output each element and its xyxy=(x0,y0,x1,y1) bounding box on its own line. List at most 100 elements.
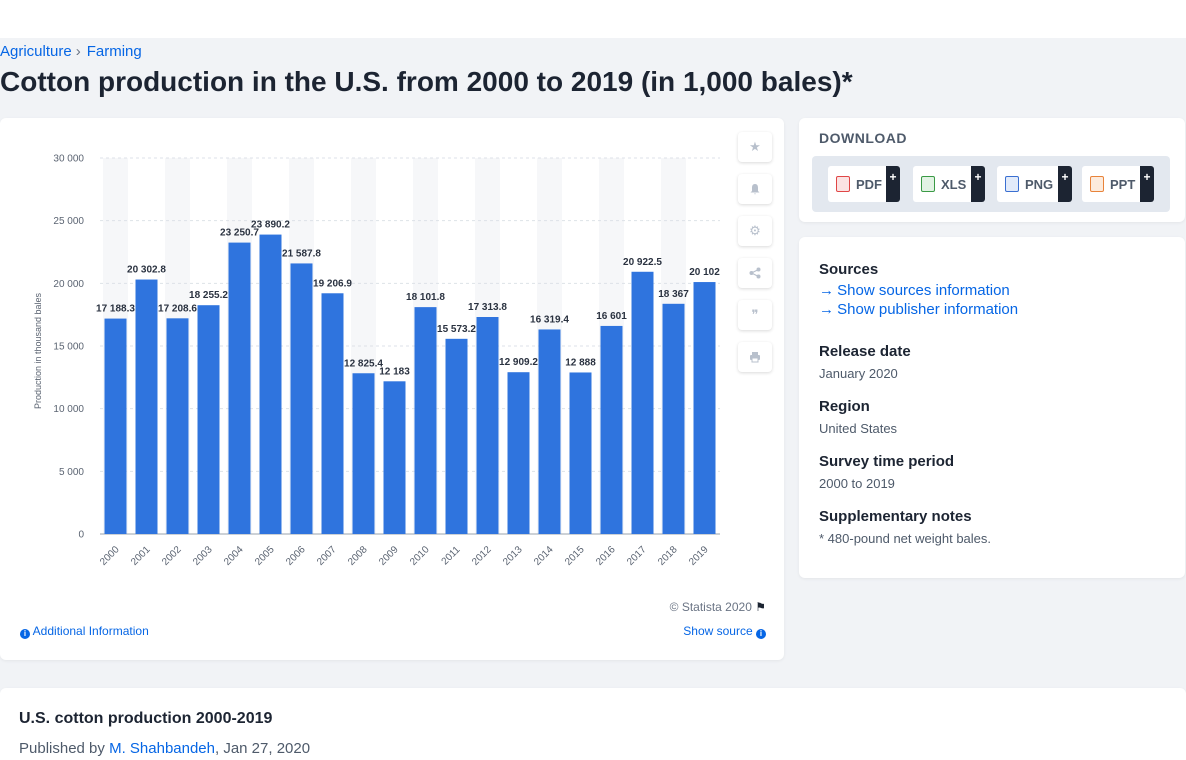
additional-information-label: Additional Information xyxy=(32,624,149,638)
favorite-star-icon[interactable]: ★ xyxy=(738,132,772,162)
publish-date: , Jan 27, 2020 xyxy=(215,740,311,757)
x-tick-label-2007: 2007 xyxy=(315,544,339,568)
citation-quote-icon[interactable]: ❞ xyxy=(738,300,772,330)
pdf-file-icon xyxy=(836,176,850,192)
x-tick-label-2019: 2019 xyxy=(687,544,711,568)
settings-gear-icon[interactable]: ⚙ xyxy=(738,216,772,246)
x-tick-label-2008: 2008 xyxy=(346,544,370,568)
bar-2012 xyxy=(476,317,499,534)
bar-2001 xyxy=(135,279,158,534)
sources-heading: Sources xyxy=(819,261,879,278)
data-label-2018: 18 367 xyxy=(658,289,689,300)
published-by-label: Published by xyxy=(19,740,105,757)
data-label-2007: 19 206.9 xyxy=(313,278,352,289)
supplementary-notes-heading: Supplementary notes xyxy=(819,508,972,525)
bar-chart: 0 5 000 10 000 15 000 20 000 25 000 30 000 Prod… xyxy=(33,154,720,568)
data-label-2001: 20 302.8 xyxy=(127,265,166,276)
bar-2008 xyxy=(352,373,375,534)
breadcrumb-farming[interactable]: Farming xyxy=(86,43,142,60)
x-tick-label-2005: 2005 xyxy=(253,544,277,568)
page-title: Cotton production in the U.S. from 2000 … xyxy=(0,66,853,97)
bar-2010 xyxy=(414,307,437,534)
region-value: United States xyxy=(819,421,898,436)
share-icon[interactable] xyxy=(738,258,772,288)
notification-bell-icon[interactable] xyxy=(738,174,772,204)
bar-2017 xyxy=(631,271,654,534)
x-tick-label-2000: 2000 xyxy=(98,544,122,568)
data-label-2012: 17 313.8 xyxy=(468,302,507,313)
download-pdf-button[interactable]: PDF + xyxy=(828,166,900,202)
release-date-section: Release date January 2020 xyxy=(819,343,911,381)
y-tick-label: 10 000 xyxy=(53,404,84,415)
data-label-2009: 12 183 xyxy=(379,366,410,377)
download-xls-button[interactable]: XLS + xyxy=(913,166,985,202)
x-tick-label-2001: 2001 xyxy=(129,544,153,568)
plus-icon: + xyxy=(1140,166,1154,202)
arrow-right-icon: → xyxy=(819,301,834,318)
x-tick-label-2015: 2015 xyxy=(563,544,587,568)
data-label-2011: 15 573.2 xyxy=(437,324,476,335)
show-sources-link[interactable]: → Show sources information xyxy=(819,282,1018,299)
x-tick-label-2012: 2012 xyxy=(470,544,494,568)
show-source-link[interactable]: Show source i xyxy=(683,624,766,639)
breadcrumb-agriculture[interactable]: Agriculture xyxy=(0,43,72,60)
bar-2009 xyxy=(383,381,406,534)
supplementary-notes-section: Supplementary notes * 480-pound net weig… xyxy=(819,508,991,546)
release-date-heading: Release date xyxy=(819,343,911,360)
statista-credit-text: © Statista 2020 xyxy=(669,600,752,614)
x-tick-label-2013: 2013 xyxy=(501,544,525,568)
bar-2002 xyxy=(166,318,189,534)
breadcrumb-separator: › xyxy=(75,43,81,60)
x-tick-label-2018: 2018 xyxy=(656,544,680,568)
x-tick-label-2002: 2002 xyxy=(160,544,184,568)
survey-period-value: 2000 to 2019 xyxy=(819,476,895,491)
show-source-label: Show source xyxy=(683,624,753,638)
print-icon[interactable] xyxy=(738,342,772,372)
chart-card: 0 5 000 10 000 15 000 20 000 25 000 30 000 Prod… xyxy=(0,118,784,660)
download-title: DOWNLOAD xyxy=(819,130,907,146)
x-tick-label-2003: 2003 xyxy=(191,544,215,568)
x-tick-label-2010: 2010 xyxy=(408,544,432,568)
plus-icon: + xyxy=(886,166,900,202)
data-label-2003: 18 255.2 xyxy=(189,290,228,301)
bar-2019 xyxy=(693,282,716,534)
data-label-2000: 17 188.3 xyxy=(96,304,135,315)
statista-credit[interactable]: © Statista 2020 ⚑ xyxy=(670,600,766,614)
download-buttons-bar: PDF + XLS + PNG + PPT + xyxy=(812,156,1170,212)
download-ppt-button[interactable]: PPT + xyxy=(1082,166,1154,202)
data-label-2016: 16 601 xyxy=(596,311,627,322)
bar-2005 xyxy=(259,234,282,534)
info-circle-icon: i xyxy=(20,629,30,639)
bar-2004 xyxy=(228,242,251,534)
show-publisher-label: Show publisher information xyxy=(837,301,1019,318)
bar-2014 xyxy=(538,329,561,534)
release-date-value: January 2020 xyxy=(819,366,898,381)
download-xls-label: XLS xyxy=(941,176,967,192)
additional-information-link[interactable]: i Additional Information xyxy=(20,624,149,639)
y-tick-label: 15 000 xyxy=(53,342,84,353)
data-label-2008: 12 825.4 xyxy=(344,358,383,369)
bar-2015 xyxy=(569,372,592,534)
ppt-file-icon xyxy=(1090,176,1104,192)
supplementary-notes-value: * 480-pound net weight bales. xyxy=(819,531,992,546)
x-tick-label-2004: 2004 xyxy=(222,544,246,568)
show-publisher-link[interactable]: → Show publisher information xyxy=(819,301,1018,318)
bar-2018 xyxy=(662,303,685,534)
chart-toolbar: ★ ⚙ ❞ xyxy=(738,132,772,384)
x-tick-label-2011: 2011 xyxy=(440,544,463,567)
y-tick-label: 30 000 xyxy=(53,154,84,165)
x-tick-label-2016: 2016 xyxy=(594,544,618,568)
bar-2011 xyxy=(445,338,468,534)
y-tick-label: 5 000 xyxy=(59,467,84,478)
x-tick-label-2009: 2009 xyxy=(377,544,401,568)
statistic-info-card: U.S. cotton production 2000-2019 Publish… xyxy=(0,688,1186,760)
y-tick-label: 20 000 xyxy=(53,279,84,290)
download-png-button[interactable]: PNG + xyxy=(997,166,1072,202)
data-label-2004: 23 250.7 xyxy=(220,228,259,239)
png-file-icon xyxy=(1005,176,1019,192)
data-label-2015: 12 888 xyxy=(565,357,596,368)
author-link[interactable]: M. Shahbandeh xyxy=(109,740,215,757)
data-label-2002: 17 208.6 xyxy=(158,303,197,314)
bar-2016 xyxy=(600,325,623,534)
